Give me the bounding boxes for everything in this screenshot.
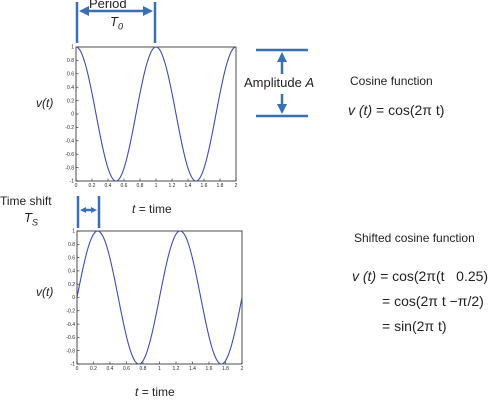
period-symbol-letter: T	[110, 14, 118, 29]
top-chart-plot-frame	[75, 46, 237, 182]
top-chart-y-tick-label: 0.6	[67, 72, 74, 78]
top-chart-x-tick-label: 0.4	[105, 183, 112, 189]
bottom-chart-y-tick-label: -0.6	[66, 335, 75, 341]
bottom-chart-x-tick-label: 0.6	[123, 366, 130, 372]
bottom-chart-xlabel-var: t	[135, 385, 139, 399]
period-symbol: T0	[110, 14, 123, 32]
period-bracket	[75, 2, 157, 43]
bottom-chart-x-tick-label: 1.6	[206, 366, 213, 372]
shifted-equation-line1-rhs: cos(2π(t 0.25)	[392, 268, 489, 284]
amplitude-arrowhead-up	[277, 52, 287, 62]
top-chart-x-tick-label: 1.6	[201, 183, 208, 189]
bottom-chart-xlabel-rest: = time	[141, 385, 175, 399]
top-chart-xlabel-var: t	[132, 202, 136, 216]
amplitude-bracket	[256, 48, 308, 118]
bottom-chart-x-tick-label: 2	[241, 366, 244, 372]
period-symbol-subscript: 0	[117, 21, 123, 32]
top-chart-y-tick-label: -0.4	[65, 139, 74, 145]
top-chart-y-tick-label: 0.2	[67, 98, 74, 104]
cosine-function-title: Cosine function	[350, 74, 433, 88]
bottom-chart-y-tick-label: -0.4	[66, 322, 75, 328]
cosine-chart: 0 0.2 0.4 0.6 0.8 1 1.2 1.4 1.6 1.8 2 1 0.8 0.6 0.4 0.2…	[65, 45, 237, 189]
top-chart-y-tick-label: 1	[71, 45, 74, 51]
top-chart-y-tick-label: -0.8	[65, 165, 74, 171]
top-chart-x-tick-label: 2	[235, 183, 238, 189]
bottom-chart-ylabel: v(t)	[36, 285, 54, 299]
timeshift-bracket	[76, 196, 101, 228]
cosine-equation: v (t) = cos(2π t)	[348, 102, 444, 118]
shifted-cosine-chart: 0 0.2 0.4 0.6 0.8 1 1.2 1.4 1.6 1.8 2 1 0.8 0.6 0.4 0.2…	[66, 229, 243, 372]
top-chart-x-tick-label: 0.6	[121, 183, 128, 189]
bottom-chart-y-tick-label: 0.8	[68, 242, 75, 248]
timeshift-symbol-letter: T	[24, 210, 32, 225]
shifted-equation-line1-lhs: v (t) =	[352, 268, 389, 284]
period-label: Period	[89, 0, 127, 11]
shifted-equation-line3: = sin(2π t)	[382, 318, 447, 334]
top-chart-x-tick-label: 1.4	[185, 183, 192, 189]
cosine-equation-lhs: v (t)	[348, 102, 373, 118]
top-chart-x-tick-label: 1.2	[169, 183, 176, 189]
timeshift-symbol: TS	[24, 210, 38, 228]
timeshift-symbol-subscript: S	[31, 217, 38, 228]
bottom-chart-y-tick-label: 1	[72, 229, 75, 235]
top-chart-ylabel: v(t)	[36, 96, 54, 110]
cosine-equation-rhs: = cos(2π t)	[376, 102, 445, 118]
shifted-equation-line1: v (t) = cos(2π(t 0.25)	[352, 268, 488, 284]
timeshift-arrowhead-left	[80, 207, 86, 213]
top-chart-series-line	[75, 46, 237, 182]
bottom-chart-y-tick-label: -0.2	[66, 309, 75, 315]
shifted-equation-line2: = cos(2π t −π/2)	[382, 293, 484, 309]
bottom-chart-y-tick-label: -0.8	[66, 348, 75, 354]
bottom-chart-x-tick-label: 0	[76, 366, 79, 372]
bottom-chart-x-tick-label: 1	[158, 366, 161, 372]
shifted-function-title: Shifted cosine function	[354, 231, 475, 245]
top-chart-y-tick-label: -1	[70, 179, 75, 185]
bottom-chart-x-tick-label: 0.8	[140, 366, 147, 372]
top-chart-x-tick-label: 0.2	[89, 183, 96, 189]
bottom-chart-x-tick-label: 1.2	[173, 366, 180, 372]
top-chart-xlabel: t = time	[132, 202, 172, 216]
bottom-chart-series-line	[76, 230, 243, 365]
top-chart-y-tick-label: -0.6	[65, 152, 74, 158]
timeshift-arrowhead-right	[91, 207, 97, 213]
top-chart-y-tick-label: 0	[71, 112, 74, 118]
bottom-chart-x-tick-label: 0.2	[90, 366, 97, 372]
top-chart-x-tick-label: 1.8	[217, 183, 224, 189]
amplitude-label: Amplitude A	[244, 75, 314, 90]
bottom-chart-x-tick-label: 1.8	[222, 366, 229, 372]
amplitude-label-text: Amplitude	[244, 75, 302, 90]
top-chart-y-tick-label: -0.2	[65, 125, 74, 131]
bottom-chart-y-tick-label: 0.6	[68, 255, 75, 261]
top-chart-x-tick-label: 0	[75, 183, 78, 189]
top-chart-x-tick-label: 1	[155, 183, 158, 189]
top-chart-y-tick-label: 0.8	[67, 58, 74, 64]
bottom-chart-y-tick-label: 0	[72, 295, 75, 301]
bottom-chart-y-tick-label: 0.4	[68, 269, 75, 275]
period-arrowhead-right	[143, 6, 153, 16]
top-chart-y-tick-label: 0.4	[67, 85, 74, 91]
top-chart-x-tick-label: 0.8	[137, 183, 144, 189]
period-arrowhead-left	[79, 6, 89, 16]
amplitude-arrowhead-down	[277, 104, 287, 114]
bottom-chart-y-tick-label: 0.2	[68, 282, 75, 288]
amplitude-symbol: A	[305, 75, 315, 90]
bottom-chart-xlabel: t = time	[135, 385, 175, 399]
timeshift-label: Time shift	[0, 194, 52, 208]
bottom-chart-y-tick-label: -1	[71, 362, 76, 368]
top-chart-xlabel-rest: = time	[138, 202, 172, 216]
bottom-chart-x-tick-label: 1.4	[189, 366, 196, 372]
bottom-chart-x-tick-label: 0.4	[107, 366, 114, 372]
